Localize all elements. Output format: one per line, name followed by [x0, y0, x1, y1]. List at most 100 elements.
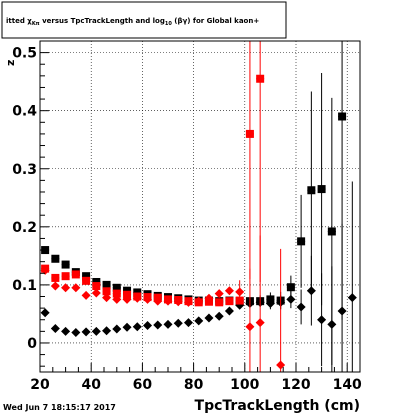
data-point-diamond: [183, 318, 193, 328]
data-point-diamond: [132, 322, 142, 332]
data-point-diamond: [194, 296, 204, 306]
data-point-diamond: [40, 265, 50, 275]
data-point-diamond: [255, 318, 265, 328]
data-point-diamond: [194, 316, 204, 326]
data-point-square: [112, 289, 121, 298]
data-point-diamond: [224, 306, 234, 316]
data-point-diamond: [347, 293, 357, 303]
data-point-square: [102, 280, 111, 289]
data-point-square: [61, 260, 70, 269]
data-point-diamond: [265, 298, 275, 308]
data-point-diamond: [81, 327, 91, 337]
data-point-square: [41, 246, 50, 255]
data-point-diamond: [173, 297, 183, 307]
timestamp: Wed Jun 7 18:15:17 2017: [3, 403, 116, 412]
data-point-diamond: [81, 290, 91, 300]
data-point-diamond: [245, 322, 255, 332]
data-point-diamond: [102, 293, 112, 303]
data-point-square: [92, 277, 101, 286]
data-point-diamond: [153, 320, 163, 330]
data-point-square: [338, 112, 347, 121]
data-point-diamond: [50, 281, 60, 291]
data-point-square: [61, 272, 70, 281]
title-box: [1, 1, 287, 39]
data-point-diamond: [91, 288, 101, 298]
data-point-square: [71, 270, 80, 279]
data-point-diamond: [143, 294, 153, 304]
data-point-square: [82, 272, 91, 281]
data-point-diamond: [286, 294, 296, 304]
data-point-diamond: [214, 311, 224, 321]
data-point-diamond: [61, 326, 71, 336]
data-point-diamond: [91, 326, 101, 336]
plot-marks: [40, 41, 357, 372]
y-tick-label: 0.5: [12, 46, 37, 62]
data-point-diamond: [50, 323, 60, 333]
data-point-diamond: [224, 286, 234, 296]
data-point-square: [245, 129, 254, 138]
data-point-diamond: [102, 326, 112, 336]
data-point-square: [307, 186, 316, 195]
data-point-diamond: [276, 360, 286, 370]
y-tick-label: 0.2: [12, 220, 37, 236]
data-point-square: [102, 287, 111, 296]
x-tick-label: 60: [133, 377, 153, 393]
data-point-diamond: [61, 283, 71, 293]
data-point-square: [92, 282, 101, 291]
data-point-diamond: [112, 324, 122, 334]
data-point-diamond: [122, 322, 132, 332]
chart-title: itted χKπ versus TpcTrackLength and log1…: [6, 17, 259, 27]
data-point-square: [327, 227, 336, 236]
data-point-diamond: [327, 319, 337, 329]
data-point-square: [82, 276, 91, 285]
data-point-diamond: [183, 297, 193, 307]
plot-frame: [39, 40, 361, 373]
data-point-diamond: [337, 306, 347, 316]
data-point-square: [286, 283, 295, 292]
data-point-diamond: [204, 313, 214, 323]
data-point-square: [51, 273, 60, 282]
data-point-diamond: [112, 294, 122, 304]
data-point-diamond: [306, 286, 316, 296]
data-point-diamond: [71, 328, 81, 338]
x-tick-label: 140: [333, 377, 362, 393]
data-point-diamond: [163, 296, 173, 306]
data-point-square: [225, 297, 234, 306]
data-point-square: [317, 185, 326, 194]
data-point-diamond: [40, 308, 50, 318]
data-point-square: [297, 237, 306, 246]
y-tick-label: 0.3: [12, 162, 37, 178]
data-point-square: [51, 254, 60, 263]
data-point-square: [123, 286, 132, 295]
data-point-square: [215, 298, 224, 307]
data-point-diamond: [317, 315, 327, 325]
data-point-diamond: [143, 321, 153, 331]
x-tick-label: 20: [30, 377, 50, 393]
y-axis-label: z: [4, 60, 17, 66]
x-tick-label: 120: [281, 377, 310, 393]
data-point-diamond: [214, 289, 224, 299]
data-point-diamond: [132, 293, 142, 303]
data-point-diamond: [173, 318, 183, 328]
data-point-diamond: [163, 319, 173, 329]
tick-labels: 20 40 60 80 100 120 140 0 0.1 0.2 0.3 0.4 0.5: [12, 46, 362, 393]
data-point-diamond: [122, 294, 132, 304]
data-point-square: [133, 288, 142, 297]
axis-ticks: [39, 40, 361, 372]
data-point-diamond: [153, 296, 163, 306]
x-tick-label: 100: [230, 377, 259, 393]
x-axis-label: TpcTrackLength (cm): [195, 398, 360, 414]
data-point-diamond: [71, 283, 81, 293]
data-point-diamond: [296, 302, 306, 312]
data-point-square: [256, 74, 265, 83]
y-tick-label: 0.4: [12, 104, 37, 120]
data-point-diamond: [204, 293, 214, 303]
x-tick-label: 40: [81, 377, 101, 393]
y-tick-label: 0: [27, 336, 37, 352]
data-point-square: [112, 283, 121, 292]
data-point-diamond: [235, 287, 245, 297]
x-tick-label: 80: [184, 377, 204, 393]
y-tick-label: 0.1: [12, 278, 37, 294]
